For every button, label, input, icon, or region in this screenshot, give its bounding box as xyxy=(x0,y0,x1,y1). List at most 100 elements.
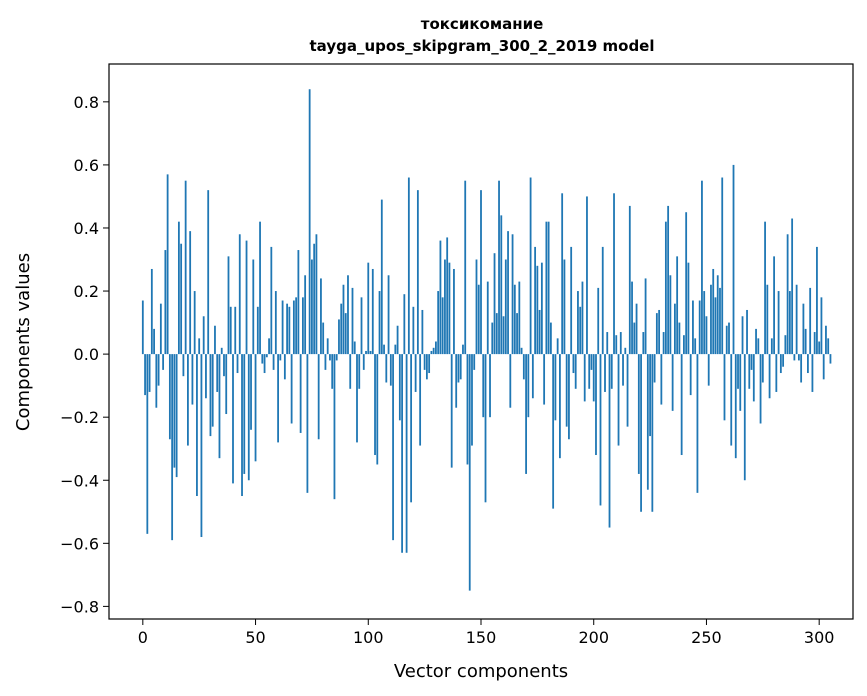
bar xyxy=(804,328,807,355)
bar xyxy=(471,354,473,446)
bar xyxy=(613,193,615,355)
bar xyxy=(513,284,516,355)
bar xyxy=(466,354,469,465)
bar xyxy=(728,322,730,355)
bar xyxy=(710,284,712,355)
bar xyxy=(182,354,185,377)
x-tick-label: 300 xyxy=(804,628,835,647)
bar xyxy=(516,313,518,355)
bar xyxy=(191,354,194,405)
bar xyxy=(768,354,771,399)
bar xyxy=(464,180,467,355)
bar xyxy=(290,354,293,424)
bar xyxy=(664,221,667,355)
bar xyxy=(721,177,724,355)
bar xyxy=(761,354,764,383)
bar xyxy=(401,354,403,553)
bar xyxy=(543,354,546,405)
bar xyxy=(651,354,654,512)
bar xyxy=(779,354,782,374)
bar xyxy=(813,332,816,355)
bar xyxy=(493,253,496,355)
bar xyxy=(619,332,622,355)
bar xyxy=(202,316,205,355)
y-tick-label: −0.4 xyxy=(60,471,99,490)
x-tick-label: 250 xyxy=(691,628,722,647)
bar xyxy=(175,354,178,478)
bar xyxy=(369,350,372,355)
bar xyxy=(261,354,264,364)
bar xyxy=(480,190,482,355)
bar xyxy=(457,354,460,383)
bar xyxy=(495,313,498,355)
y-tick-label: −0.8 xyxy=(60,597,99,616)
bar xyxy=(529,177,532,355)
bar xyxy=(196,354,198,497)
bar xyxy=(184,180,187,355)
bar xyxy=(687,262,690,355)
bar xyxy=(322,322,325,355)
bar xyxy=(254,354,257,462)
bar xyxy=(311,259,313,355)
bar xyxy=(315,234,318,355)
bar xyxy=(743,354,746,481)
bar xyxy=(705,316,708,355)
bar xyxy=(777,291,780,355)
bar xyxy=(822,354,825,380)
bar xyxy=(157,354,160,386)
y-axis-label: Components values xyxy=(13,253,34,431)
bar xyxy=(669,275,672,355)
bar xyxy=(622,354,624,386)
y-tick-label: 0.8 xyxy=(74,93,99,112)
bar xyxy=(590,354,593,370)
bar xyxy=(800,354,803,383)
bar xyxy=(502,316,505,355)
bar xyxy=(306,354,309,493)
bar xyxy=(205,354,207,399)
bar xyxy=(297,250,300,355)
bar xyxy=(225,354,228,415)
bar xyxy=(198,338,201,355)
bar xyxy=(378,291,381,355)
bar xyxy=(265,354,268,358)
bar xyxy=(752,354,755,402)
bar xyxy=(168,354,171,440)
bar xyxy=(423,354,426,370)
bar xyxy=(211,354,214,427)
bar xyxy=(218,354,221,459)
bar xyxy=(329,354,331,361)
bar xyxy=(342,284,345,355)
bar xyxy=(685,212,688,355)
bar xyxy=(610,354,613,389)
bar xyxy=(773,256,775,355)
bar xyxy=(597,287,600,355)
bar xyxy=(187,354,189,446)
bar xyxy=(365,350,367,355)
bar xyxy=(441,297,444,355)
bar xyxy=(430,350,433,355)
bar xyxy=(376,354,379,465)
bar xyxy=(559,354,561,459)
bar xyxy=(723,354,726,421)
bar xyxy=(592,354,595,402)
bar xyxy=(667,205,670,355)
bar xyxy=(392,354,394,541)
bar xyxy=(189,231,192,355)
bar xyxy=(734,354,737,459)
bar xyxy=(820,297,823,355)
bar xyxy=(412,306,415,355)
bar xyxy=(554,354,557,421)
bar xyxy=(730,354,733,446)
bar xyxy=(741,316,744,355)
bar xyxy=(568,354,570,440)
bar xyxy=(692,300,694,355)
bar xyxy=(263,354,266,374)
bar xyxy=(818,341,821,355)
bar xyxy=(714,297,717,355)
bar xyxy=(525,354,527,474)
bar xyxy=(782,354,785,367)
bar xyxy=(166,174,169,355)
bar xyxy=(320,278,322,355)
bar xyxy=(793,354,796,361)
bar xyxy=(827,338,830,355)
